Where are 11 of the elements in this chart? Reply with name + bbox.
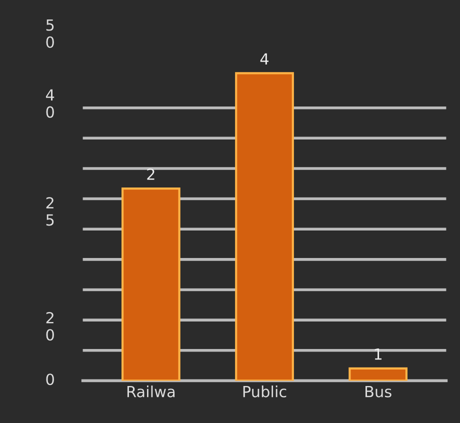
text: 50 <box>46 19 54 48</box>
annotation: 4 <box>260 53 269 64</box>
text: 0 <box>46 374 54 386</box>
annotation: 1 <box>374 348 382 360</box>
text: 25 <box>46 197 54 226</box>
annotation: 2 <box>147 168 154 180</box>
x-tick-label: Railwa <box>127 386 175 398</box>
text: 40 <box>46 89 54 118</box>
text: 20 <box>46 312 54 341</box>
x-tick-label: Public <box>243 386 286 398</box>
x-tick-label: Bus <box>366 386 392 398</box>
